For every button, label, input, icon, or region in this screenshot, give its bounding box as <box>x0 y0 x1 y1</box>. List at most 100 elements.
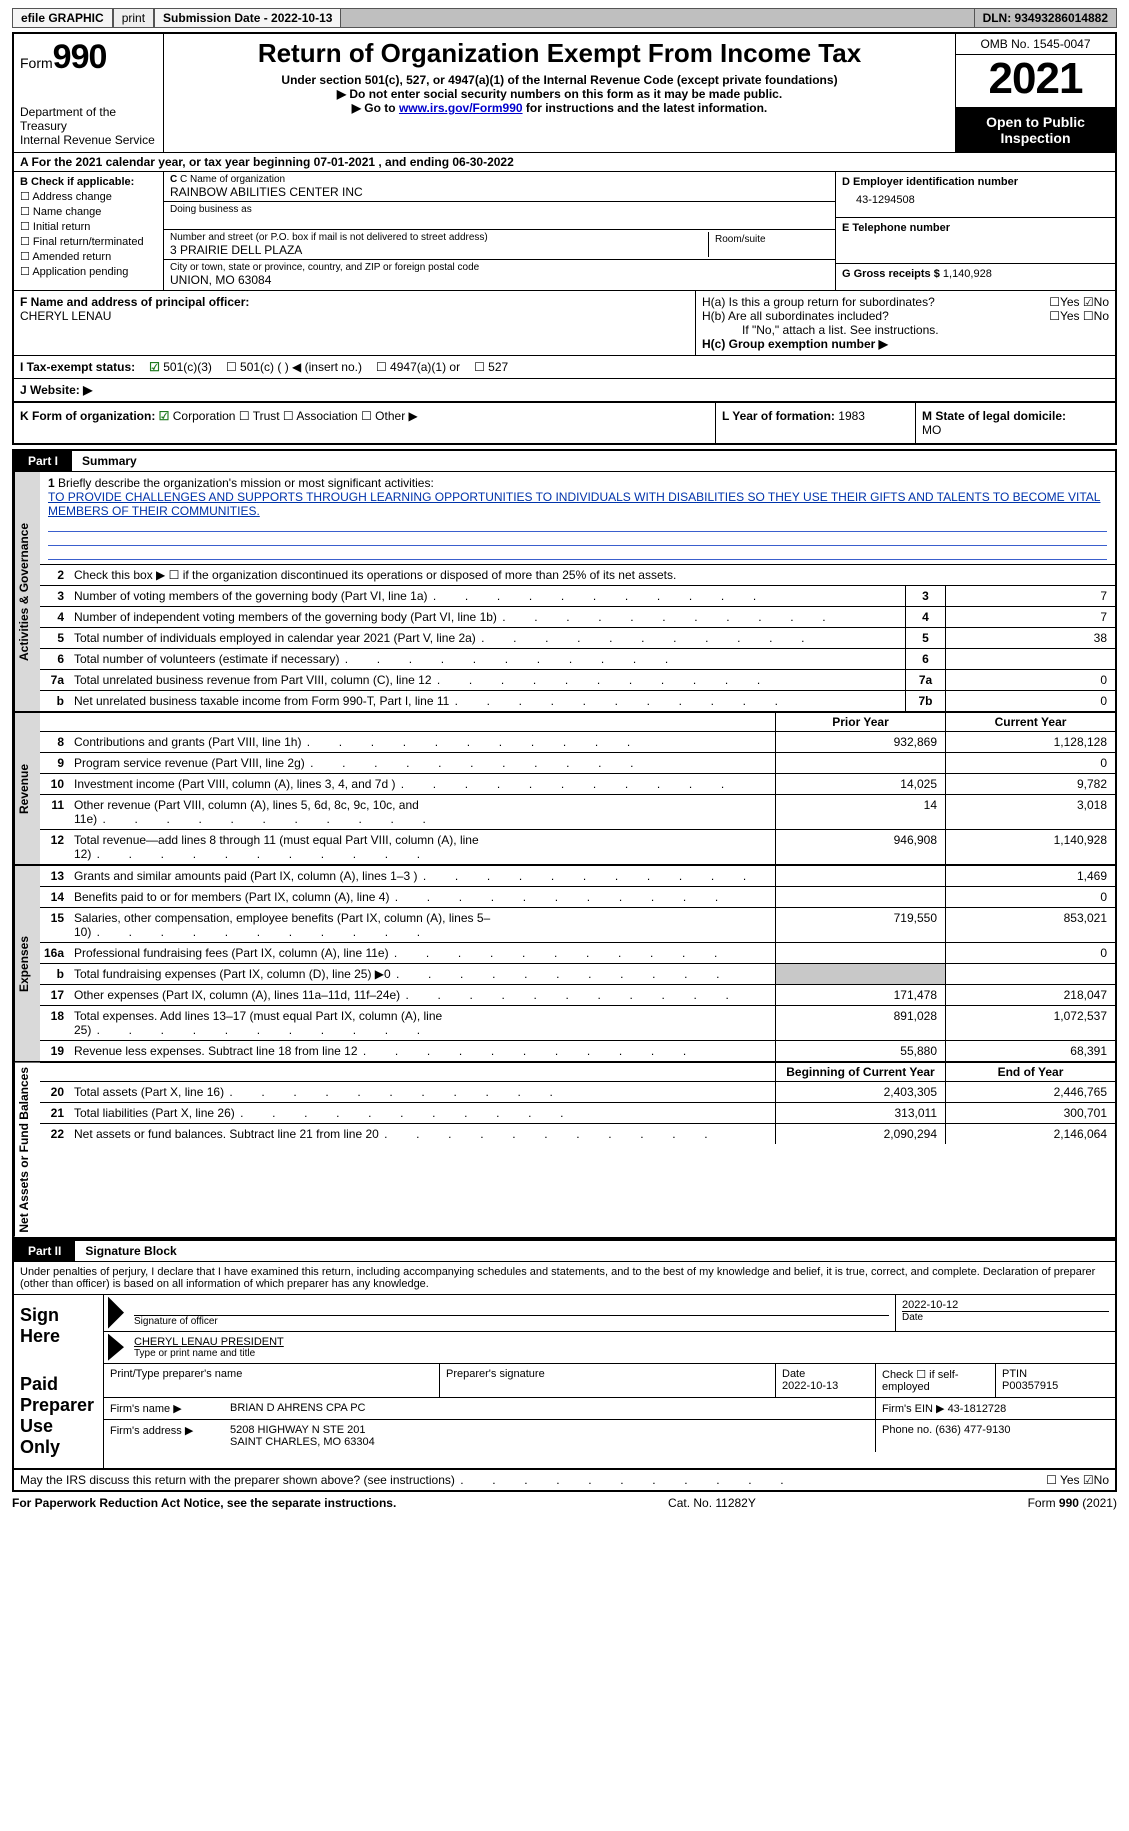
year-formation-value: 1983 <box>838 409 865 423</box>
summary-line: 12Total revenue—add lines 8 through 11 (… <box>40 830 1115 864</box>
form-of-org-label: K Form of organization: <box>20 409 155 423</box>
summary-line: 7aTotal unrelated business revenue from … <box>40 670 1115 691</box>
part2-header: Part II Signature Block <box>12 1239 1117 1262</box>
room-suite-label: Room/suite <box>709 232 829 257</box>
entity-block: B Check if applicable: Address change Na… <box>12 172 1117 291</box>
efile-label: efile GRAPHIC <box>12 8 113 28</box>
gross-receipts-value: 1,140,928 <box>943 268 992 280</box>
ein-label: D Employer identification number <box>842 176 1109 188</box>
dba-label: Doing business as <box>170 204 829 215</box>
sign-here-label: Sign Here <box>14 1295 104 1364</box>
form990-link[interactable]: www.irs.gov/Form990 <box>399 101 523 115</box>
city-value: UNION, MO 63084 <box>170 273 829 287</box>
form-number: Form990 <box>20 38 157 77</box>
prep-sig-label: Preparer's signature <box>439 1364 775 1397</box>
paid-preparer-label: Paid Preparer Use Only <box>14 1364 104 1468</box>
boy-hdr: Beginning of Current Year <box>775 1063 945 1081</box>
summary-line: 6Total number of volunteers (estimate if… <box>40 649 1115 670</box>
date-label: Date <box>902 1311 1109 1323</box>
officer-typed-name: CHERYL LENAU PRESIDENT <box>134 1336 1109 1348</box>
summary-line: 18Total expenses. Add lines 13–17 (must … <box>40 1006 1115 1041</box>
line-2: 2 Check this box ▶ ☐ if the organization… <box>40 565 1115 586</box>
top-bar: efile GRAPHIC print Submission Date - 20… <box>12 8 1117 28</box>
summary-line: 21Total liabilities (Part X, line 26)313… <box>40 1103 1115 1124</box>
chk-address-change[interactable]: Address change <box>20 190 157 203</box>
firm-addr-label: Firm's address ▶ <box>104 1420 224 1452</box>
dln-label: DLN: 93493286014882 <box>974 8 1117 28</box>
summary-line: bNet unrelated business taxable income f… <box>40 691 1115 711</box>
form-subtitle-1: Under section 501(c), 527, or 4947(a)(1)… <box>170 73 949 87</box>
current-year-hdr: Current Year <box>945 713 1115 731</box>
chk-corporation[interactable]: Corporation <box>159 409 236 423</box>
chk-association[interactable]: Association <box>283 409 358 423</box>
page-footer: For Paperwork Reduction Act Notice, see … <box>12 1492 1117 1514</box>
city-label: City or town, state or province, country… <box>170 262 829 273</box>
chk-4947[interactable]: 4947(a)(1) or <box>376 360 460 374</box>
part1-tag: Part I <box>14 451 72 471</box>
dept-label: Department of the Treasury <box>20 105 157 133</box>
chk-trust[interactable]: Trust <box>239 409 280 423</box>
firm-name-label: Firm's name ▶ <box>104 1398 224 1419</box>
state-domicile-value: MO <box>922 423 941 437</box>
footer-left: For Paperwork Reduction Act Notice, see … <box>12 1496 396 1510</box>
address-value: 3 PRAIRIE DELL PLAZA <box>170 243 708 257</box>
tax-exempt-label: I Tax-exempt status: <box>20 360 135 374</box>
chk-application-pending[interactable]: Application pending <box>20 265 157 278</box>
summary-line: 3Number of voting members of the governi… <box>40 586 1115 607</box>
self-employed[interactable]: Check ☐ if self-employed <box>875 1364 995 1397</box>
sig-date: 2022-10-12 <box>902 1299 1109 1311</box>
type-name-label: Type or print name and title <box>134 1348 1109 1359</box>
chk-initial-return[interactable]: Initial return <box>20 220 157 233</box>
chk-other[interactable]: Other ▶ <box>361 409 418 423</box>
summary-line: 17Other expenses (Part IX, column (A), l… <box>40 985 1115 1006</box>
prep-name-label: Print/Type preparer's name <box>104 1364 439 1397</box>
summary-line: 22Net assets or fund balances. Subtract … <box>40 1124 1115 1144</box>
officer-name: CHERYL LENAU <box>20 309 689 323</box>
arrow-icon <box>108 1297 124 1329</box>
part1-title: Summary <box>72 451 147 471</box>
row-klm: K Form of organization: Corporation Trus… <box>12 403 1117 445</box>
chk-name-change[interactable]: Name change <box>20 205 157 218</box>
summary-line: 5Total number of individuals employed in… <box>40 628 1115 649</box>
chk-final-return[interactable]: Final return/terminated <box>20 235 157 248</box>
chk-527[interactable]: 527 <box>474 360 508 374</box>
form-title: Return of Organization Exempt From Incom… <box>170 38 949 69</box>
summary-line: 11Other revenue (Part VIII, column (A), … <box>40 795 1115 830</box>
net-col-header: Beginning of Current Year End of Year <box>40 1063 1115 1082</box>
tax-year: 2021 <box>956 55 1115 108</box>
summary-line: 8Contributions and grants (Part VIII, li… <box>40 732 1115 753</box>
phone-value: (636) 477-9130 <box>935 1424 1010 1436</box>
discuss-no[interactable] <box>1083 1473 1094 1487</box>
hc-row: H(c) Group exemption number ▶ <box>702 337 1109 351</box>
expenses-section: Expenses 13Grants and similar amounts pa… <box>12 866 1117 1063</box>
ha-row: H(a) Is this a group return for subordin… <box>702 295 1109 309</box>
discuss-label: May the IRS discuss this return with the… <box>20 1473 1046 1487</box>
signature-block: Under penalties of perjury, I declare th… <box>12 1262 1117 1470</box>
ein-value: 43-1294508 <box>842 188 1109 206</box>
activities-section: Activities & Governance 1 Briefly descri… <box>12 472 1117 713</box>
ptin-value: P00357915 <box>1002 1380 1058 1392</box>
mission-text: TO PROVIDE CHALLENGES AND SUPPORTS THROU… <box>48 490 1100 518</box>
print-button[interactable]: print <box>113 8 154 28</box>
year-formation-label: L Year of formation: <box>722 409 835 423</box>
form-subtitle-2: Do not enter social security numbers on … <box>170 87 949 101</box>
eoy-hdr: End of Year <box>945 1063 1115 1081</box>
summary-line: 9Program service revenue (Part VIII, lin… <box>40 753 1115 774</box>
summary-line: 14Benefits paid to or for members (Part … <box>40 887 1115 908</box>
summary-line: 13Grants and similar amounts paid (Part … <box>40 866 1115 887</box>
section-b-label: B Check if applicable: <box>20 176 157 188</box>
phone-label: E Telephone number <box>842 222 1109 234</box>
hb-note: If "No," attach a list. See instructions… <box>702 323 1109 337</box>
discuss-row: May the IRS discuss this return with the… <box>12 1470 1117 1492</box>
officer-label: F Name and address of principal officer: <box>20 295 689 309</box>
arrow-icon <box>108 1334 124 1361</box>
firm-ein-label: Firm's EIN ▶ <box>882 1403 945 1415</box>
footer-right: Form 990 (2021) <box>1028 1496 1117 1510</box>
hb-row: H(b) Are all subordinates included? Yes … <box>702 309 1109 323</box>
chk-501c3[interactable]: 501(c)(3) <box>149 360 212 374</box>
address-label: Number and street (or P.O. box if mail i… <box>170 232 708 243</box>
chk-amended-return[interactable]: Amended return <box>20 250 157 263</box>
discuss-yes[interactable]: Yes <box>1046 1473 1079 1487</box>
chk-501c[interactable]: 501(c) ( ) ◀ (insert no.) <box>226 360 362 374</box>
form-header: Form990 Department of the Treasury Inter… <box>12 32 1117 152</box>
